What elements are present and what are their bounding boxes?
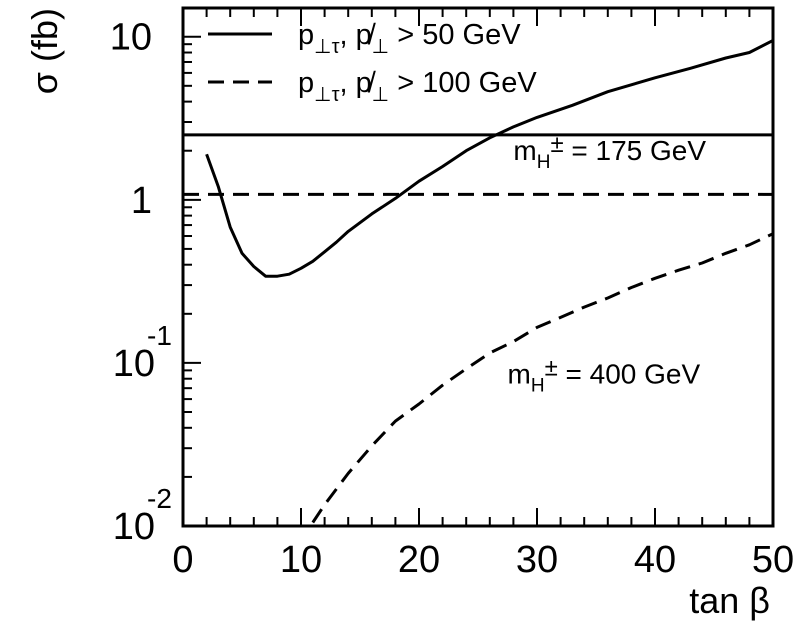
legend-label-cut: > 50 GeV <box>389 19 521 51</box>
x-tick-label: 30 <box>516 539 558 581</box>
x-tick-label: 40 <box>634 539 676 581</box>
legend-label-separator: , <box>339 67 355 99</box>
legend-label-separator: , <box>339 19 355 51</box>
x-axis-label: tan β <box>689 580 770 621</box>
x-tick-label: 10 <box>280 539 322 581</box>
mass-annotation-subscript: H <box>537 152 551 173</box>
mass-annotation-superscript: ± <box>550 131 563 158</box>
mass-annotation-m: m <box>508 358 531 389</box>
y-tick-label-base: 10 <box>113 343 155 385</box>
mass-annotation-superscript: ± <box>545 354 558 381</box>
x-tick-label: 0 <box>172 539 193 581</box>
series-line-dashed-400 <box>311 232 774 524</box>
legend-label-subscript: ⊥τ <box>314 84 339 106</box>
legend-label-p: p <box>298 67 314 99</box>
axis-ticks <box>182 8 774 527</box>
legend-label-subscript: ⊥ <box>372 84 389 106</box>
legend-label-missing-p: p̸ <box>356 19 377 51</box>
legend-label: p⊥τ, p̸⊥ > 100 GeV <box>298 67 537 106</box>
y-tick-label-base: 1 <box>131 180 152 222</box>
mass-annotation: mH± = 175 GeV <box>513 131 706 173</box>
mass-annotation-m: m <box>513 135 536 166</box>
mass-annotation-value: = 400 GeV <box>558 358 701 389</box>
x-tick-labels: 0 10 20 30 40 50 <box>172 539 794 581</box>
legend-label-missing-p: p̸ <box>356 67 377 99</box>
y-tick-label-base: 10 <box>113 506 155 548</box>
x-tick-label: 50 <box>752 539 794 581</box>
y-tick-label-base: 10 <box>110 17 152 59</box>
mass-annotation: mH± = 400 GeV <box>508 354 701 396</box>
x-tick-label: 20 <box>398 539 440 581</box>
series-line-solid-175 <box>205 39 774 278</box>
y-axis-label: σ (fb) <box>24 8 65 94</box>
curves <box>183 39 774 524</box>
mass-annotation-subscript: H <box>531 375 545 396</box>
legend-label-cut: > 100 GeV <box>389 67 537 99</box>
y-tick-label-exponent: -2 <box>147 483 172 514</box>
plot-frame <box>181 6 775 528</box>
legend-label-subscript: ⊥τ <box>314 36 339 58</box>
y-tick-label-exponent: -1 <box>147 320 172 351</box>
legend-label: p⊥τ, p̸⊥ > 50 GeV <box>298 19 521 58</box>
legend-label-subscript: ⊥ <box>372 36 389 58</box>
legend-label-p: p <box>298 19 314 51</box>
mass-annotation-value: = 175 GeV <box>564 135 707 166</box>
